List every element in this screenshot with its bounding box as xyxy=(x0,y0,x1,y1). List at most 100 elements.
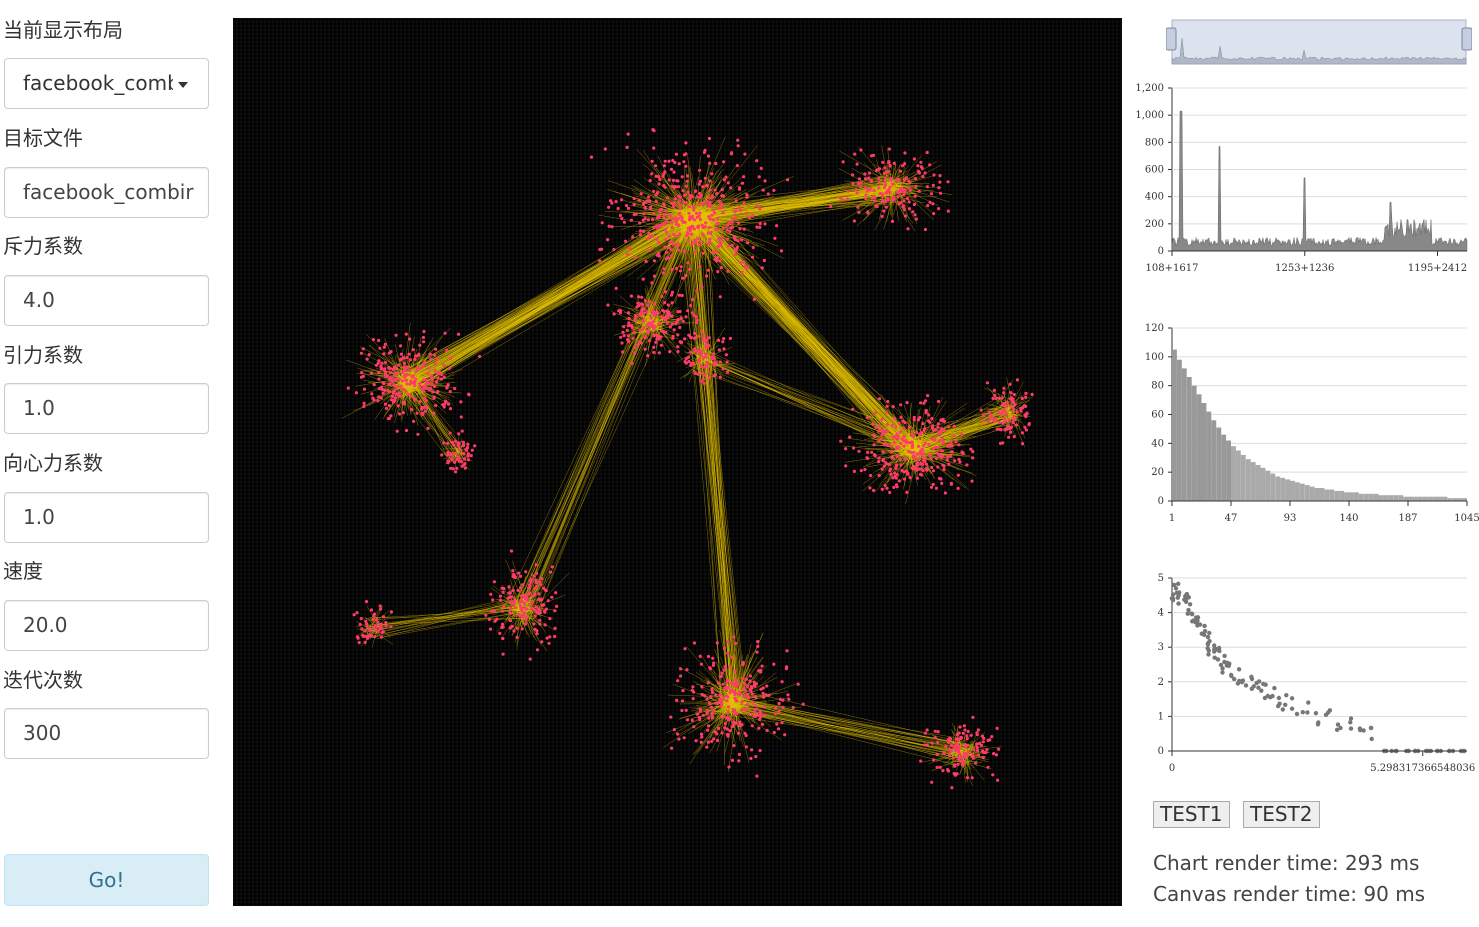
graph-node xyxy=(654,174,658,178)
graph-node xyxy=(757,175,761,179)
graph-node xyxy=(786,693,790,697)
chart2-bar xyxy=(1353,492,1359,501)
graph-node xyxy=(422,340,426,344)
graph-node xyxy=(634,315,638,319)
graph-node xyxy=(920,473,924,477)
graph-node xyxy=(848,435,852,439)
graph-node xyxy=(535,584,539,589)
graph-node xyxy=(956,747,960,751)
graph-node xyxy=(435,380,439,384)
graph-node xyxy=(638,233,642,237)
chart2-xtick: 47 xyxy=(1225,513,1238,524)
graph-node xyxy=(707,376,712,380)
graph-node xyxy=(883,483,887,487)
graph-node xyxy=(1020,431,1024,435)
graph-node xyxy=(670,301,674,305)
graph-node xyxy=(694,314,698,319)
graph-node xyxy=(687,205,692,209)
graph-node xyxy=(902,178,907,182)
graph-node xyxy=(684,164,688,168)
graph-node xyxy=(630,361,634,365)
graph-node xyxy=(381,630,385,634)
graph-node xyxy=(677,293,681,297)
graph-node xyxy=(470,448,474,452)
graph-node xyxy=(941,449,945,453)
chart2-bar xyxy=(1255,465,1261,501)
graph-node xyxy=(398,394,402,398)
go-button[interactable]: Go! xyxy=(4,854,209,906)
overview-brush[interactable] xyxy=(1166,16,1472,68)
graph-node xyxy=(864,193,868,197)
graph-node xyxy=(695,712,699,716)
graph-node xyxy=(692,204,696,208)
chart3-point xyxy=(1368,725,1374,731)
speed-input[interactable]: 20.0 xyxy=(4,600,209,651)
graph-node xyxy=(734,711,738,715)
graph-node xyxy=(751,255,755,259)
graph-node xyxy=(743,688,747,693)
graph-node xyxy=(689,304,693,308)
graph-node xyxy=(729,186,733,190)
graph-node xyxy=(418,400,422,404)
graph-node xyxy=(699,740,703,744)
graph-node xyxy=(990,735,994,739)
graph-node xyxy=(1030,392,1034,396)
graph-node xyxy=(751,245,755,250)
graph-node xyxy=(940,427,944,431)
graph-node xyxy=(391,367,395,372)
graph-node xyxy=(422,378,426,382)
layout-label: 当前显示布局 xyxy=(3,18,123,42)
graph-node xyxy=(1019,406,1023,410)
graph-node xyxy=(466,458,471,462)
graph-node xyxy=(732,635,736,639)
graph-node xyxy=(369,608,374,612)
graph-canvas[interactable] xyxy=(233,18,1122,906)
graph-node xyxy=(891,182,895,186)
test2-button[interactable]: TEST2 xyxy=(1243,801,1320,828)
graph-node xyxy=(956,473,960,477)
graph-node xyxy=(640,302,644,306)
graph-node xyxy=(853,152,857,156)
graph-node xyxy=(742,227,746,231)
attraction-input[interactable]: 1.0 xyxy=(4,383,209,434)
graph-node xyxy=(622,220,626,224)
graph-node xyxy=(859,181,863,185)
graph-node xyxy=(501,652,505,656)
graph-node xyxy=(626,311,631,315)
graph-node xyxy=(534,605,538,609)
graph-node xyxy=(1002,391,1006,395)
graph-node xyxy=(686,226,690,230)
graph-node xyxy=(710,213,714,217)
graph-node xyxy=(736,731,740,735)
graph-node xyxy=(939,191,943,195)
graph-node xyxy=(698,654,702,659)
iterations-input[interactable]: 300 xyxy=(4,708,209,759)
graph-node xyxy=(403,369,407,373)
graph-node xyxy=(720,202,724,206)
graph-node xyxy=(355,611,359,615)
target-file-label: 目标文件 xyxy=(3,126,83,150)
graph-node xyxy=(760,266,764,270)
graph-node xyxy=(852,469,857,473)
graph-node xyxy=(787,697,791,701)
graph-node xyxy=(691,225,695,229)
gravity-input[interactable]: 1.0 xyxy=(4,492,209,543)
graph-node xyxy=(478,354,482,359)
graph-node xyxy=(612,247,616,252)
graph-node xyxy=(665,314,670,318)
graph-node xyxy=(397,363,401,367)
layout-select[interactable]: facebook_comb xyxy=(4,58,209,109)
graph-node xyxy=(399,344,403,348)
graph-node xyxy=(971,456,975,460)
graph-node xyxy=(535,648,540,652)
graph-node xyxy=(639,341,643,345)
graph-node xyxy=(654,199,658,203)
test1-button[interactable]: TEST1 xyxy=(1153,801,1230,828)
repulsion-input[interactable]: 4.0 xyxy=(4,275,209,326)
chart2-bar xyxy=(1427,496,1433,501)
graph-node xyxy=(671,336,675,340)
graph-node xyxy=(376,399,380,403)
target-file-input[interactable]: facebook_combir xyxy=(4,167,209,218)
chart3-xtick: 5.298317366548036 xyxy=(1370,763,1475,774)
graph-node xyxy=(698,191,702,196)
